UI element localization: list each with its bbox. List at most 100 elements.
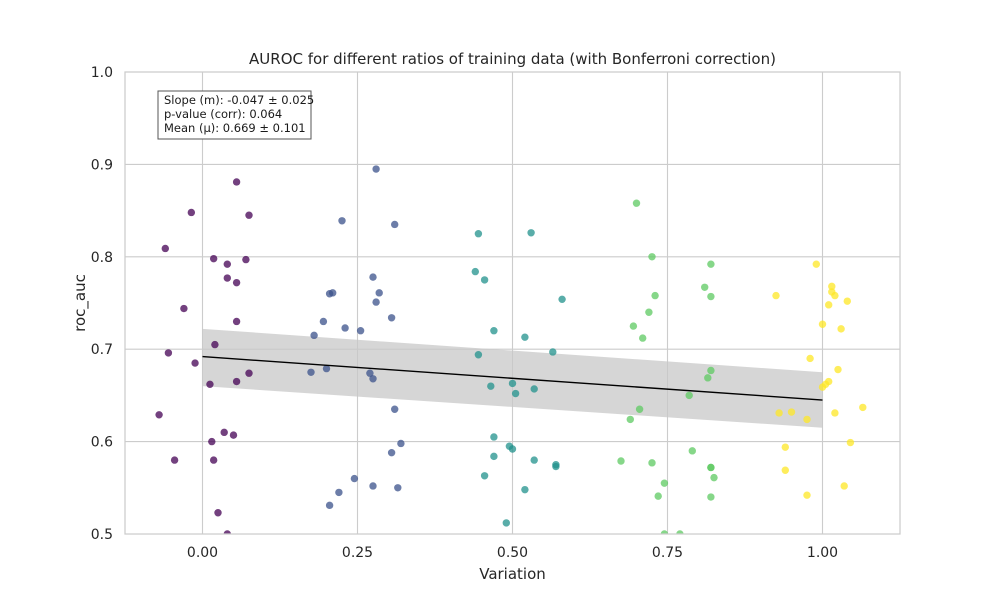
data-point-group-4 (812, 260, 820, 268)
data-point-group-3 (707, 366, 715, 375)
data-point-group-4 (781, 466, 789, 474)
data-point-group-0 (211, 340, 219, 349)
data-point-group-3 (629, 322, 638, 330)
data-point-group-4 (772, 291, 780, 300)
data-point-group-1 (387, 314, 396, 322)
data-point-group-1 (322, 364, 331, 373)
data-point-group-0 (209, 254, 218, 263)
data-point-group-1 (350, 474, 359, 483)
data-point-group-3 (651, 291, 659, 300)
data-point-group-0 (170, 456, 179, 464)
x-tick-label: 0.25 (342, 545, 373, 561)
data-point-group-0 (161, 244, 169, 253)
annotation-slope: Slope (m): -0.047 ± 0.025 (164, 93, 314, 107)
data-point-group-2 (480, 276, 489, 284)
data-point-group-0 (245, 211, 253, 219)
data-point-group-3 (645, 308, 653, 316)
grid (125, 71, 900, 535)
data-point-group-2 (490, 433, 498, 441)
data-point-group-3 (635, 405, 644, 413)
data-point-group-2 (552, 462, 560, 471)
data-point-group-4 (843, 297, 851, 305)
data-point-group-2 (502, 519, 510, 527)
data-point-group-3 (639, 334, 647, 342)
data-point-group-3 (654, 492, 662, 500)
data-point-group-2 (490, 452, 498, 461)
data-point-group-4 (831, 409, 839, 417)
data-point-group-1 (319, 317, 328, 326)
data-point-group-3 (632, 199, 641, 207)
data-point-group-4 (803, 491, 811, 499)
data-point-group-2 (527, 229, 535, 237)
x-tick-label: 1.00 (807, 545, 838, 561)
data-point-group-3 (648, 253, 656, 261)
y-tick-label: 1.0 (91, 65, 113, 81)
data-point-group-1 (369, 273, 377, 281)
data-point-group-3 (707, 493, 715, 501)
data-point-group-2 (474, 351, 483, 359)
data-point-group-2 (549, 348, 557, 356)
data-point-group-4 (787, 408, 796, 416)
data-point-group-3 (707, 292, 715, 301)
annotation-box (157, 90, 312, 140)
x-tick-label: 0.00 (187, 545, 218, 561)
data-point-group-3 (710, 473, 718, 482)
y-axis-label: roc_auc (71, 274, 90, 332)
y-axis-ticks: 0.5 0.6 0.7 0.8 0.9 1.0 (91, 65, 113, 543)
plot-frame (124, 71, 901, 535)
data-point-group-2 (521, 333, 529, 341)
data-point-group-1 (325, 501, 334, 510)
data-point-group-0 (232, 317, 241, 326)
data-point-group-0 (232, 178, 241, 186)
data-point-group-4 (825, 301, 833, 309)
data-point-group-3 (648, 459, 656, 467)
data-point-group-3 (676, 530, 684, 534)
data-point-group-2 (558, 295, 566, 304)
stats-annotation: Slope (m): -0.047 ± 0.025 p-value (corr)… (157, 90, 314, 140)
data-point-group-1 (394, 484, 402, 492)
y-tick-label: 0.6 (91, 435, 113, 451)
data-point-group-0 (223, 530, 231, 534)
data-point-group-4 (840, 482, 848, 490)
data-point-group-4 (859, 403, 867, 412)
data-point-group-1 (341, 324, 349, 332)
data-point-group-1 (375, 289, 383, 297)
chart-title: AUROC for different ratios of training d… (249, 50, 776, 68)
annotation-mean: Mean (μ): 0.669 ± 0.101 (164, 121, 306, 135)
x-axis-label: Variation (479, 565, 546, 583)
y-tick-label: 0.7 (91, 342, 113, 358)
data-point-group-1 (391, 405, 399, 413)
data-point-group-1 (335, 488, 343, 497)
data-point-group-1 (397, 439, 405, 448)
data-point-group-2 (487, 382, 495, 390)
data-point-group-0 (245, 369, 253, 377)
data-point-group-2 (480, 472, 489, 480)
data-point-group-0 (229, 431, 238, 439)
data-point-group-4 (803, 415, 811, 424)
data-point-group-4 (818, 320, 827, 328)
data-point-group-4 (831, 291, 839, 300)
data-point-group-0 (223, 274, 231, 282)
data-point-group-1 (325, 290, 334, 298)
data-point-group-0 (214, 509, 222, 517)
data-point-group-3 (626, 415, 634, 424)
data-point-group-1 (307, 368, 315, 376)
data-point-group-4 (837, 325, 845, 333)
data-point-group-2 (471, 267, 479, 276)
y-tick-label: 0.9 (91, 157, 113, 173)
y-tick-label: 0.8 (91, 250, 113, 266)
data-point-group-0 (191, 359, 199, 367)
data-point-group-1 (338, 217, 346, 225)
data-point-group-1 (372, 298, 380, 306)
data-point-group-1 (372, 165, 380, 173)
data-point-group-0 (232, 377, 241, 386)
data-point-group-3 (701, 283, 709, 291)
data-point-group-3 (660, 479, 669, 487)
data-point-group-3 (707, 260, 715, 268)
data-point-group-3 (617, 457, 625, 465)
data-point-group-3 (688, 447, 696, 455)
data-point-group-4 (806, 354, 814, 363)
data-point-group-1 (369, 482, 377, 490)
y-tick-label: 0.5 (91, 527, 113, 543)
